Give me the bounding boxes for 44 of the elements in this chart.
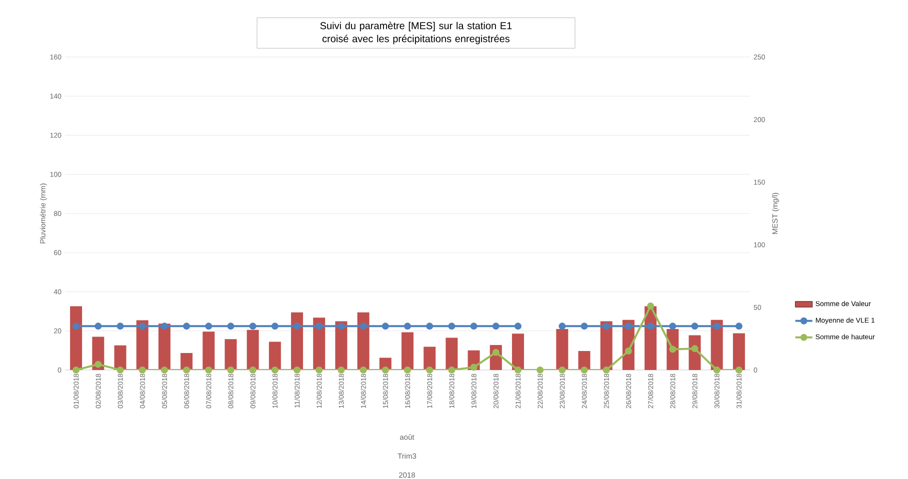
point xyxy=(580,366,588,374)
point xyxy=(271,366,278,374)
chart-title: Suivi du paramètre [MES] sur la station E1 croisé avec les précipitations enregistrées xyxy=(320,22,512,44)
point xyxy=(514,366,522,374)
point xyxy=(492,348,500,356)
bar xyxy=(224,339,237,370)
bar xyxy=(446,338,458,370)
point xyxy=(470,364,478,371)
point xyxy=(249,366,256,374)
point xyxy=(360,366,367,374)
point xyxy=(713,366,720,374)
bar xyxy=(732,333,745,370)
bar xyxy=(246,330,259,370)
bar xyxy=(114,345,126,370)
point xyxy=(382,366,389,374)
point xyxy=(624,348,632,355)
bar xyxy=(556,329,568,370)
point xyxy=(735,366,742,374)
point xyxy=(691,345,698,352)
bar xyxy=(402,332,414,370)
point xyxy=(138,366,146,374)
point xyxy=(426,366,434,374)
bar xyxy=(70,306,82,370)
point xyxy=(669,346,676,353)
point xyxy=(72,366,80,374)
bar xyxy=(512,334,524,370)
point xyxy=(647,302,654,310)
bar xyxy=(424,346,436,370)
point xyxy=(205,366,212,374)
point xyxy=(227,366,234,374)
point xyxy=(338,366,345,374)
point xyxy=(558,366,566,374)
point xyxy=(94,360,102,368)
point xyxy=(536,366,544,374)
point xyxy=(160,366,168,374)
point xyxy=(294,366,301,374)
bar xyxy=(268,342,281,370)
point xyxy=(183,366,190,374)
point xyxy=(316,366,323,374)
point xyxy=(448,366,456,374)
point xyxy=(404,366,412,374)
bar xyxy=(202,332,215,370)
point xyxy=(602,366,610,374)
point xyxy=(116,366,124,374)
